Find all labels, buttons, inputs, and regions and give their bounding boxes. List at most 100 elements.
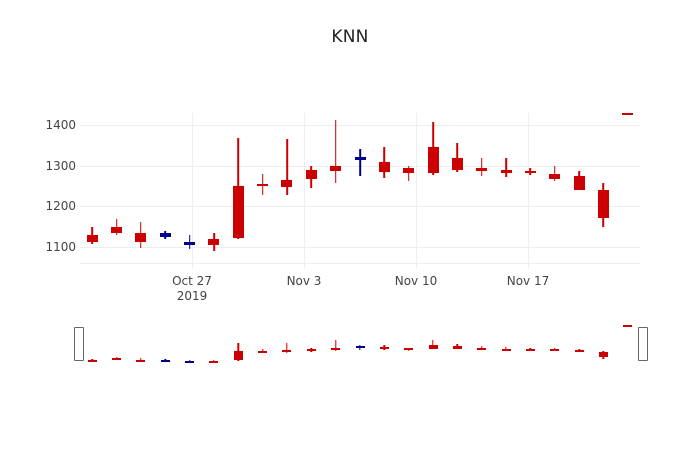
candlestick-body (573, 175, 585, 191)
candlestick-body (305, 169, 317, 179)
candlestick[interactable] (549, 113, 561, 263)
rangeslider-candlestick-body (379, 347, 389, 350)
rangeslider-candlestick (501, 325, 511, 369)
candlestick[interactable] (573, 113, 585, 263)
x-axis-baseline (80, 263, 640, 264)
range-end-handle[interactable] (638, 327, 648, 361)
candlestick[interactable] (159, 113, 171, 263)
rangeslider-candlestick (574, 325, 584, 369)
plot-area[interactable] (80, 113, 640, 263)
candlestick[interactable] (232, 113, 244, 263)
x-gridline-extension (416, 261, 417, 268)
candlestick[interactable] (427, 113, 439, 263)
rangeslider-candlestick-body (501, 348, 511, 351)
x-gridline (192, 113, 193, 263)
candlestick-body (500, 169, 512, 173)
rangeslider-candlestick (428, 325, 438, 369)
x-gridline (416, 113, 417, 263)
candlestick-wick (286, 139, 288, 195)
candlestick-body (257, 183, 269, 186)
candlestick-wick (480, 157, 483, 176)
rangeslider-candlestick-body (404, 348, 414, 351)
rangeslider-candlestick-wick (481, 346, 483, 350)
rangeslider[interactable] (74, 325, 648, 373)
rangeslider-candlestick (233, 325, 243, 369)
candlestick-body (403, 167, 415, 173)
candlestick[interactable] (597, 113, 609, 263)
candlestick-wick (505, 158, 507, 178)
x-axis-tick-label: Oct 27 2019 (172, 274, 212, 303)
candlestick-body (159, 233, 171, 237)
y-gridline (80, 206, 640, 208)
candlestick[interactable] (184, 113, 196, 263)
rangeslider-candlestick (355, 325, 365, 369)
y-axis-tick-label: 1300 (45, 158, 76, 173)
candlestick[interactable] (330, 113, 342, 263)
rangeslider-candlestick-body (258, 351, 268, 354)
rangeslider-candlestick-body (136, 359, 146, 362)
page-title: KNN (331, 27, 369, 47)
candlestick-wick (553, 165, 556, 182)
candlestick-body (135, 232, 147, 242)
candlestick-body (597, 190, 609, 218)
rangeslider-candlestick-body (209, 360, 219, 363)
rangeslider-candlestick (258, 325, 268, 369)
rangeslider-candlestick-body (331, 347, 341, 350)
x-axis-tick-label: Nov 10 (394, 274, 438, 288)
candlestick[interactable] (257, 113, 269, 263)
rangeslider-candlestick-body (598, 352, 608, 357)
rangeslider-candlestick (331, 325, 341, 369)
rangeslider-candlestick-wick (286, 343, 288, 353)
candlestick-body (622, 113, 634, 115)
candlestick-body (476, 167, 488, 171)
candlestick-body (427, 147, 439, 173)
candlestick[interactable] (86, 113, 98, 263)
x-gridline (528, 113, 529, 263)
rangeslider-candlestick (623, 325, 633, 369)
rangeslider-candlestick (87, 325, 97, 369)
rangeslider-candlestick-body (477, 348, 487, 351)
range-start-handle[interactable] (74, 327, 84, 361)
rangeslider-candlestick-body (233, 351, 243, 361)
rangeslider-candlestick-body (87, 359, 97, 362)
candlestick[interactable] (500, 113, 512, 263)
rangeslider-candlestick-body (160, 359, 170, 362)
candlestick[interactable] (476, 113, 488, 263)
rangeslider-candlestick-body (355, 346, 365, 349)
x-gridline (304, 113, 305, 263)
candlestick-body (378, 161, 390, 172)
rangeslider-candlestick (306, 325, 316, 369)
y-axis-tick-label: 1400 (45, 118, 76, 133)
candlestick[interactable] (111, 113, 123, 263)
candlestick-body (330, 165, 342, 171)
candlestick[interactable] (378, 113, 390, 263)
candlestick[interactable] (354, 113, 366, 263)
candlestick[interactable] (403, 113, 415, 263)
candlestick[interactable] (622, 113, 634, 263)
candlestick[interactable] (281, 113, 293, 263)
rangeslider-candlestick-body (574, 349, 584, 353)
x-gridline-extension (528, 261, 529, 268)
y-gridline (80, 246, 640, 248)
candlestick[interactable] (451, 113, 463, 263)
candlestick-body (232, 185, 244, 238)
rangeslider-candlestick (477, 325, 487, 369)
x-gridline-extension (304, 261, 305, 268)
candlestick-wick (359, 149, 361, 176)
candlestick[interactable] (208, 113, 220, 263)
rangeslider-candlestick (209, 325, 219, 369)
rangeslider-candlestick-body (185, 361, 195, 364)
candlestick[interactable] (524, 113, 536, 263)
candlestick[interactable] (305, 113, 317, 263)
candlestick-wick (334, 120, 337, 183)
rangeslider-candlestick (452, 325, 462, 369)
rangeslider-candlestick-body (306, 348, 316, 351)
candlestick-body (281, 179, 293, 187)
rangeslider-preview (80, 325, 640, 369)
candlestick-body (549, 173, 561, 179)
rangeslider-candlestick-body (112, 358, 122, 361)
candlestick-body (354, 156, 366, 160)
x-gridline-extension (192, 261, 193, 268)
candlestick[interactable] (135, 113, 147, 263)
